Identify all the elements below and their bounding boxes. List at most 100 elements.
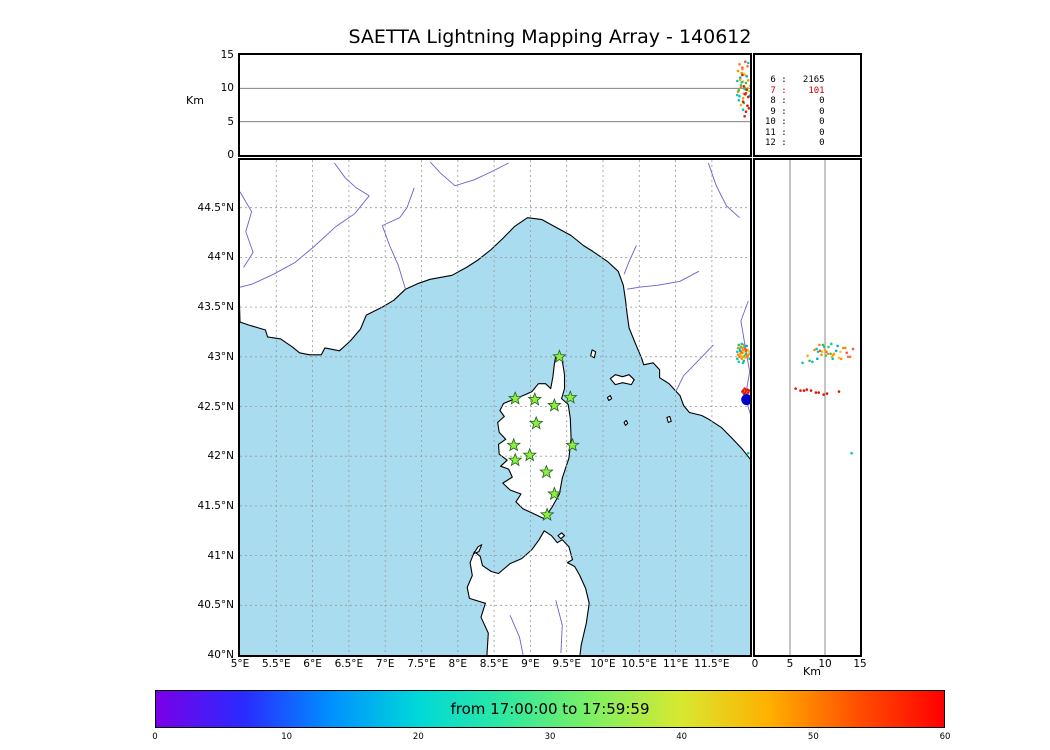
colorbar-tick-label: 0 [152, 732, 158, 742]
lma-station-star-icon [522, 447, 537, 462]
colorbar-tick-label: 40 [676, 732, 688, 742]
river [381, 225, 406, 290]
lightning-source-dot [736, 357, 739, 361]
source-count-row: 9 : 0 [765, 106, 825, 117]
lightning-source-dot [816, 350, 820, 354]
lightning-source-dot [746, 391, 750, 394]
river [675, 344, 714, 391]
lightning-source-dot [746, 61, 750, 65]
lightning-source-dot [747, 107, 750, 110]
lightning-source-dot [844, 346, 847, 350]
lat-tick-label: 42°N [207, 450, 234, 463]
lightning-source-dot [818, 349, 822, 353]
lat-tick-label: 41°N [207, 549, 234, 562]
lightning-source-dot [744, 110, 748, 113]
lightning-source-dot [744, 389, 748, 392]
lightning-source-dot [837, 356, 841, 360]
lightning-source-dot [816, 357, 819, 361]
lightning-source-dot [818, 343, 821, 347]
lightning-source-dot [749, 352, 750, 356]
alt-lat-canvas [789, 160, 855, 655]
top-panel-ylabel: Km [186, 94, 204, 107]
lat-tick-label: 42.5°N [197, 400, 234, 413]
lightning-source-dot [740, 342, 743, 346]
river [623, 245, 637, 275]
lightning-source-dot [741, 390, 744, 393]
lightning-source-dot [737, 99, 741, 102]
lightning-source-dot [737, 89, 741, 92]
lightning-source-dot [744, 352, 748, 356]
colorbar-tick-label: 50 [807, 732, 819, 742]
source-count-row: 6 : 2165 [765, 75, 825, 85]
lon-tick-label: 8°E [448, 658, 468, 670]
colorbar-tick-label: 60 [939, 732, 951, 742]
lightning-source-dot [817, 391, 820, 394]
lightning-source-dot [820, 350, 824, 354]
lma-station-star-icon [528, 415, 544, 430]
lightning-source-dot [741, 67, 744, 71]
lightning-source-dot [831, 357, 834, 361]
special-site-marker [741, 394, 750, 406]
lightning-source-dot [736, 346, 740, 350]
lightning-source-dot [820, 353, 823, 357]
lightning-source-dot [830, 355, 834, 359]
lma-station-star-icon [539, 507, 555, 522]
lightning-source-dot [737, 360, 741, 364]
lightning-source-dot [814, 391, 818, 394]
rivers-layer [240, 161, 750, 655]
altitude-tick-label: 15 [853, 658, 867, 670]
altitude-vs-longitude-panel [238, 53, 752, 157]
island-coastline [557, 532, 566, 540]
lightning-source-dot [742, 359, 746, 363]
lightning-source-dot [850, 451, 853, 455]
lightning-source-dot [834, 349, 838, 353]
lightning-source-dot [809, 389, 813, 392]
lightning-source-dot [815, 347, 818, 351]
lon-tick-label: 7°E [375, 658, 395, 670]
lma-station-star-icon [565, 437, 580, 452]
lightning-source-dot [736, 353, 740, 357]
lightning-source-dot [744, 93, 747, 96]
lightning-source-dot [813, 348, 816, 352]
map-graticule [240, 160, 750, 655]
altitude-tick-label: 0 [227, 149, 234, 161]
lma-stations-layer [506, 349, 580, 522]
lightning-source-dot [741, 346, 744, 350]
lat-tick-label: 44°N [207, 251, 234, 264]
lat-tick-label: 43.5°N [197, 301, 234, 314]
lightning-source-dot [741, 361, 745, 365]
lon-tick-label: 5.5°E [262, 658, 291, 670]
river [509, 615, 524, 655]
lightning-source-dot [824, 354, 827, 358]
altitude-tick-label: 10 [818, 658, 832, 670]
lightning-sources-map [736, 342, 750, 455]
lightning-source-dot [739, 103, 743, 107]
lightning-source-dot [805, 388, 809, 391]
lightning-source-dot [826, 352, 830, 356]
lon-tick-label: 10.5°E [621, 658, 657, 670]
lightning-source-dot [748, 357, 750, 361]
river [334, 162, 370, 197]
lightning-source-dot [746, 355, 749, 359]
river [240, 195, 370, 288]
map-panel [238, 158, 752, 657]
lightning-source-dot [808, 359, 811, 363]
lma-station-star-icon [562, 389, 578, 404]
lma-station-star-icon [539, 464, 554, 479]
lightning-source-dot [845, 351, 848, 355]
lightning-source-dot [822, 393, 825, 396]
lightning-source-dot [738, 352, 742, 356]
altitude-vs-latitude-panel [753, 158, 862, 657]
corsica-coastline [497, 355, 572, 520]
lightning-source-dot [741, 73, 744, 77]
lightning-source-dot [738, 95, 741, 98]
lightning-source-dot [740, 357, 743, 361]
landmass-layer [240, 160, 750, 655]
right-panel-xlabel: Km [803, 665, 821, 678]
lat-tick-label: 43°N [207, 350, 234, 363]
source-count-stats-panel: 6 : 2165 7 : 101 8 : 0 9 : 0 10 : 0 11 : 0… [753, 53, 862, 157]
lightning-source-dot [742, 392, 746, 395]
lightning-source-dot [739, 354, 743, 358]
colorbar-tick-label: 10 [281, 732, 293, 742]
